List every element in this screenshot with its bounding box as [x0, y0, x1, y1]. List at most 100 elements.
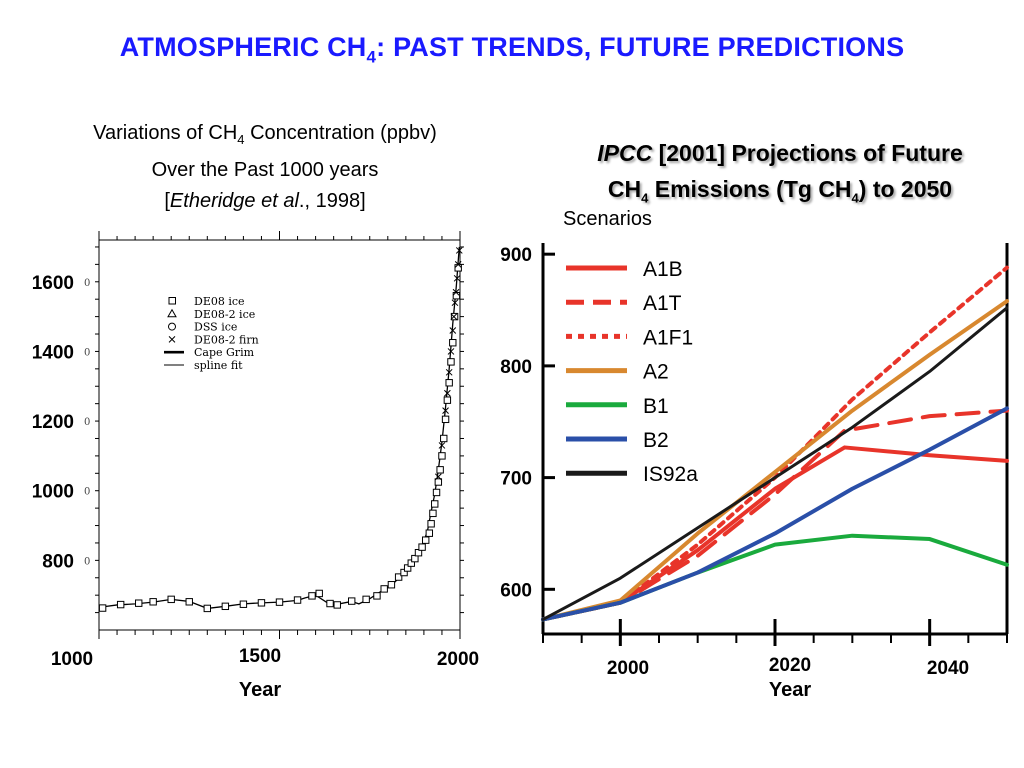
y-minor-mark: 0	[84, 556, 90, 567]
legend-item-cape-grim: Cape Grim	[164, 346, 255, 359]
data-point-de08-2-firn	[434, 473, 442, 481]
data-point-de08-ice	[326, 599, 334, 608]
data-point-de08-ice	[418, 543, 426, 551]
legend-cross-symbol	[168, 336, 176, 343]
left-caption-line-1: Variations of CH4 Concentration (ppbv)	[93, 122, 437, 147]
y-tick-label: 1600	[32, 273, 74, 294]
data-point-de08-2-firn	[445, 368, 453, 376]
legend-item-is92a: IS92a	[566, 463, 698, 486]
data-point-de08-ice	[440, 434, 448, 443]
y-tick-label: 600	[500, 580, 532, 601]
legend-item-de08-2-firn: DE08-2 firn	[168, 333, 259, 346]
right-caption-line-2: CH4 Emissions (Tg CH4) to 2050	[607, 176, 953, 206]
data-point-de08-ice	[348, 597, 356, 605]
data-point-de08-ice	[429, 509, 437, 518]
data-point-de08-2-firn	[451, 299, 459, 307]
data-point-de08-ice	[373, 592, 381, 600]
data-point-de08-ice	[425, 529, 434, 537]
x-tick-label: 1500	[239, 646, 281, 667]
data-point-de08-ice	[450, 312, 459, 321]
data-point-de08-ice	[441, 415, 450, 424]
legend-item-a1f1: A1F1	[566, 326, 693, 349]
y-minor-mark: 0	[84, 347, 90, 358]
y-tick-label: 1200	[32, 412, 74, 433]
data-point-de08-ice	[149, 598, 157, 606]
y-minor-mark: 0	[84, 417, 90, 428]
legend-item-a2: A2	[566, 361, 669, 384]
data-point-de08-2-firn	[442, 407, 449, 414]
data-point-de08-2-firn	[450, 313, 458, 320]
left-caption-line-2: Over the Past 1000 years	[151, 159, 379, 181]
y-tick-label: 800	[500, 357, 532, 378]
data-point-de08-ice	[387, 581, 396, 589]
data-point-de08-2-firn	[447, 348, 455, 355]
legend-label: DSS ice	[194, 321, 237, 334]
legend-label: spline fit	[194, 359, 243, 372]
data-point-de08-ice	[221, 602, 230, 611]
data-point-de08-ice	[275, 598, 284, 606]
legend-item-b2: B2	[566, 429, 669, 452]
series-a2-line	[541, 299, 1009, 622]
data-point-de08-ice	[116, 600, 125, 609]
x-tick-label: 2040	[927, 658, 969, 679]
data-point-de08-ice	[362, 595, 370, 604]
x-axis-label: Year	[769, 679, 811, 701]
x-tick-label: 2000	[607, 658, 649, 679]
legend-label: DE08-2 ice	[194, 308, 255, 321]
x-tick-label: 1000	[51, 649, 93, 670]
data-point-de08-ice	[185, 598, 193, 606]
legend-label: DE08-2 firn	[194, 333, 259, 346]
data-point-de08-ice	[438, 452, 446, 460]
y-tick-label: 800	[42, 551, 74, 572]
series-is92a-line	[541, 306, 1009, 621]
x-tick-label: 2000	[437, 649, 479, 670]
series-b1-line	[541, 533, 1009, 622]
left-caption-line-3: [Etheridge et al., 1998]	[164, 190, 366, 212]
series-b2-line	[541, 406, 1009, 622]
data-point-de08-ice	[257, 599, 266, 607]
data-point-de08-ice	[239, 600, 248, 608]
legend-label: B2	[643, 429, 669, 452]
data-point-de08-ice	[445, 379, 453, 387]
legend-label: A1T	[643, 292, 682, 315]
data-point-de08-2-firn	[453, 274, 461, 282]
y-tick-label: 700	[500, 469, 532, 490]
legend-label: IS92a	[643, 463, 698, 486]
scenarios-label: Scenarios	[563, 208, 652, 230]
y-tick-label: 900	[500, 245, 532, 266]
legend-label: Cape Grim	[194, 346, 255, 359]
legend-label: DE08 ice	[194, 295, 245, 308]
data-point-de08-2-firn	[444, 389, 451, 397]
legend-item-b1: B1	[566, 395, 669, 418]
legend-item-de08-ice: DE08 ice	[168, 295, 245, 308]
data-point-de08-ice	[434, 478, 443, 486]
legend-item-spline-fit: spline fit	[164, 359, 243, 372]
legend-item-a1b: A1B	[566, 258, 683, 281]
data-point-de08-ice	[308, 592, 316, 600]
legend-square-symbol	[168, 297, 176, 305]
data-point-de08-ice	[167, 595, 175, 604]
data-point-de08-ice	[98, 604, 107, 612]
right-caption-line-1: IPCC [2001] Projections of Future	[597, 140, 963, 166]
legend-triangle-symbol	[167, 308, 177, 318]
right-chart-caption: IPCC [2001] Projections of Future CH4 Em…	[545, 135, 1015, 217]
data-point-de08-ice	[380, 585, 388, 593]
data-point-de08-ice	[203, 604, 212, 613]
data-point-de08-ice	[135, 599, 143, 607]
legend-item-a1t: A1T	[566, 292, 682, 315]
legend-circle-symbol	[168, 322, 176, 331]
y-tick-label: 1400	[32, 342, 74, 363]
data-point-de08-2-firn	[454, 261, 462, 268]
data-point-de08-2-firn	[452, 288, 460, 296]
data-point-de08-ice	[432, 488, 441, 497]
left-chart-caption: Variations of CH4 Concentration (ppbv) O…	[30, 118, 500, 217]
legend-label: A1F1	[643, 326, 693, 349]
y-minor-mark: 0	[84, 278, 90, 289]
y-minor-mark: 0	[84, 487, 90, 498]
legend-label: B1	[643, 395, 669, 418]
data-point-de08-ice	[293, 596, 302, 604]
slide-title: ATMOSPHERIC CH4: PAST TRENDS, FUTURE PRE…	[119, 32, 905, 67]
data-point-de08-2-firn	[455, 247, 463, 254]
x-tick-label: 2020	[769, 655, 811, 676]
